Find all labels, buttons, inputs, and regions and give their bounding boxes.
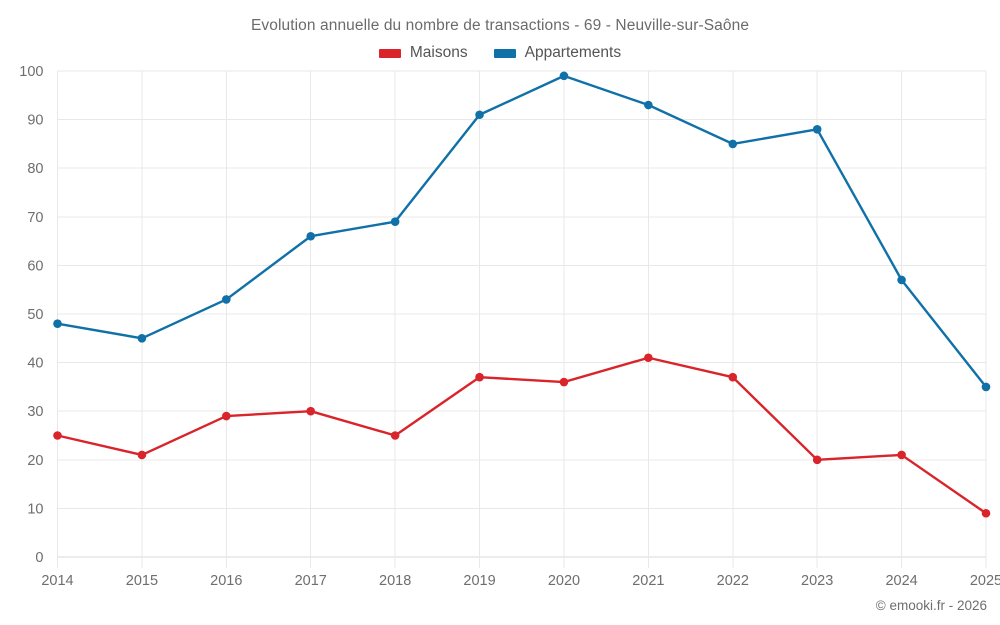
x-tick-label: 2022 [717,573,749,589]
data-point[interactable] [390,431,400,440]
data-point[interactable] [137,334,147,343]
data-point[interactable] [53,319,62,329]
legend-entry-appartements[interactable]: Appartements [493,44,622,62]
x-tick-label: 2015 [126,573,158,589]
data-point[interactable] [222,411,231,421]
data-point[interactable] [222,295,231,304]
data-point[interactable] [728,139,738,149]
legend-swatch-icon [378,48,401,58]
x-tick-label: 2016 [210,573,242,589]
y-tick-label: 60 [27,258,43,274]
y-tick-label: 0 [35,550,43,566]
y-tick-label: 10 [27,501,43,517]
x-tick-label: 2017 [295,573,327,589]
data-point[interactable] [475,372,484,382]
data-point[interactable] [897,275,906,285]
data-point[interactable] [390,217,400,226]
data-point[interactable] [812,455,822,465]
legend-swatch-icon [493,48,516,58]
data-point[interactable] [559,377,569,387]
y-tick-label: 100 [19,64,43,80]
x-tick-label: 2021 [632,573,664,589]
data-point[interactable] [981,508,991,518]
x-tick-label: 2019 [463,573,495,589]
x-tick-label: 2014 [41,573,73,589]
y-tick-label: 20 [27,453,43,469]
x-tick-label: 2025 [970,573,1000,589]
x-tick-label: 2024 [885,573,917,589]
y-tick-label: 30 [27,404,43,420]
y-tick-label: 50 [27,307,43,323]
data-point[interactable] [53,431,62,440]
legend-label: Maisons [409,44,468,61]
data-point[interactable] [475,110,484,120]
data-point[interactable] [812,125,822,134]
data-point[interactable] [981,382,991,392]
data-point[interactable] [137,450,147,460]
x-tick-label: 2023 [801,573,833,589]
data-point[interactable] [897,450,906,460]
data-point[interactable] [644,353,653,363]
legend-entry-maisons[interactable]: Maisons [378,44,468,62]
data-point[interactable] [306,406,316,416]
data-point[interactable] [728,372,738,382]
data-point[interactable] [644,100,653,110]
series-line-appartements [56,74,988,389]
series-line-maisons [56,356,988,515]
y-tick-label: 70 [27,210,43,226]
x-tick-label: 2018 [379,573,411,589]
data-point[interactable] [306,231,316,241]
x-tick-label: 2020 [548,573,580,589]
credit-label: © emooki.fr - 2026 [875,598,987,613]
chart-title: Evolution annuelle du nombre de transact… [250,17,750,34]
legend-label: Appartements [524,44,622,61]
data-point[interactable] [559,71,569,81]
chart-legend: Maisons Appartements [0,44,1000,62]
y-tick-label: 40 [27,356,43,372]
y-tick-label: 90 [27,113,43,129]
y-tick-label: 80 [27,161,43,177]
